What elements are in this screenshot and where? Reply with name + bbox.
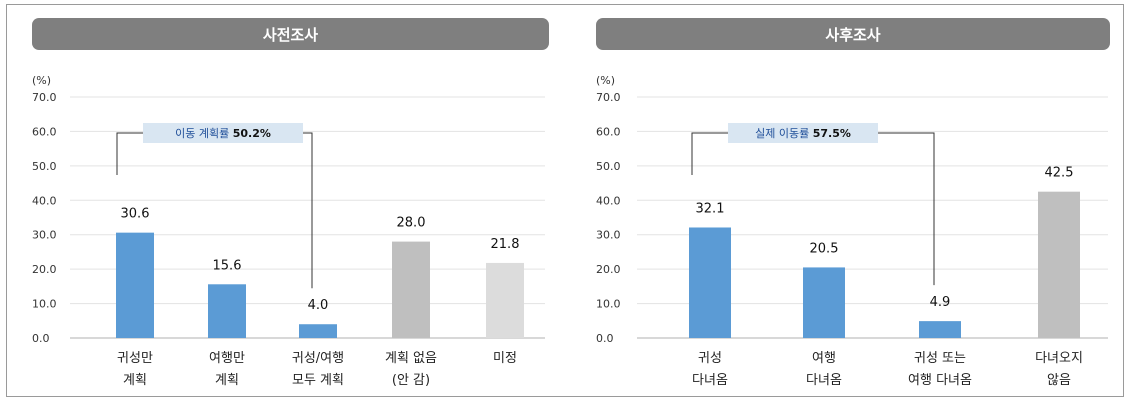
callout-label: 실제 이동률 57.5% — [755, 127, 851, 140]
category-label: 귀성 — [698, 351, 722, 366]
bar — [919, 321, 961, 338]
y-tick-label: 10.0 — [32, 298, 57, 311]
callout-bracket-right — [303, 132, 313, 289]
category-label: 않음 — [1047, 373, 1071, 388]
data-label: 20.5 — [810, 241, 839, 256]
y-tick-label: 50.0 — [596, 160, 621, 173]
category-label: 모두 계획 — [292, 373, 344, 388]
y-tick-label: 70.0 — [32, 91, 57, 104]
y-tick-label: 60.0 — [596, 125, 621, 138]
category-label: 다녀옴 — [806, 373, 842, 388]
data-label: 30.6 — [121, 207, 150, 222]
y-tick-label: 0.0 — [596, 332, 614, 345]
category-label: 여행 — [812, 350, 836, 366]
chart-title-pre-survey: 사전조사 — [32, 18, 549, 50]
chart-title-post-survey: 사후조사 — [596, 18, 1110, 50]
bar — [486, 262, 524, 338]
callout-label: 이동 계획률 50.2% — [175, 127, 271, 140]
y-tick-label: 30.0 — [596, 229, 621, 242]
data-label: 42.5 — [1045, 166, 1074, 181]
y-axis-unit: (%) — [32, 74, 51, 87]
category-label: 여행 다녀옴 — [908, 372, 972, 388]
data-label: 32.1 — [696, 201, 725, 216]
callout-box — [143, 123, 303, 143]
bar — [208, 284, 246, 338]
category-label: 귀성 또는 — [914, 351, 966, 366]
y-tick-label: 70.0 — [596, 91, 621, 104]
chart-post-survey: 0.0 10.0 20.0 30.0 40.0 50.0 60.0 70.0 (%) 32.1 귀성… — [596, 74, 1108, 388]
category-label: 계획 없음 — [385, 351, 437, 366]
data-label: 15.6 — [213, 258, 242, 273]
category-label: 계획 — [215, 373, 239, 388]
data-label: 4.9 — [930, 295, 951, 310]
callout-bracket-right — [878, 132, 935, 286]
callout-bracket-left — [691, 132, 728, 175]
bar — [803, 267, 845, 338]
bar — [116, 232, 154, 338]
category-label: 귀성만 — [117, 351, 153, 366]
bar — [392, 241, 430, 338]
y-tick-label: 60.0 — [32, 125, 57, 138]
bar — [299, 324, 337, 338]
callout-box — [728, 123, 878, 143]
category-label: 귀성/여행 — [292, 350, 344, 366]
y-tick-label: 10.0 — [596, 298, 621, 311]
y-tick-label: 40.0 — [596, 194, 621, 207]
category-label: 여행만 — [209, 350, 245, 366]
y-tick-label: 50.0 — [32, 160, 57, 173]
category-label: (안 감) — [392, 373, 430, 388]
y-tick-label: 40.0 — [32, 194, 57, 207]
bar — [1038, 191, 1080, 338]
data-label: 4.0 — [308, 298, 329, 313]
category-label: 다녀오지 — [1035, 351, 1083, 366]
callout-bracket-left — [116, 132, 143, 175]
data-label: 21.8 — [491, 237, 520, 252]
y-tick-label: 20.0 — [596, 263, 621, 276]
y-tick-label: 30.0 — [32, 229, 57, 242]
category-label: 미정 — [493, 351, 517, 366]
category-label: 계획 — [123, 373, 147, 388]
bar — [689, 227, 731, 338]
category-label: 다녀옴 — [692, 373, 728, 388]
data-label: 28.0 — [397, 216, 426, 231]
y-axis-unit: (%) — [596, 74, 615, 87]
y-tick-label: 0.0 — [32, 332, 50, 345]
chart-pre-survey: 0.0 10.0 20.0 30.0 40.0 50.0 60.0 70.0 (%) 30.6 귀성… — [32, 74, 545, 388]
y-tick-label: 20.0 — [32, 263, 57, 276]
